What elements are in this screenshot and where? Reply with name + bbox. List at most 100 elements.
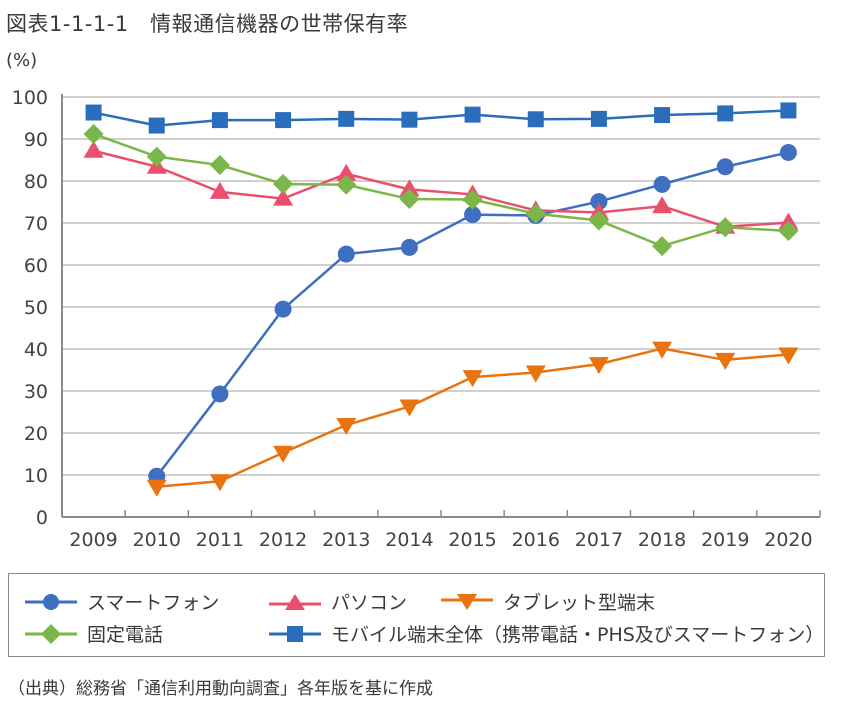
legend-item-tablet: タブレット型端末 bbox=[439, 588, 655, 615]
x-tick-label: 2010 bbox=[133, 529, 181, 551]
series-line bbox=[93, 132, 789, 248]
data-point bbox=[588, 210, 609, 231]
data-point bbox=[653, 175, 671, 193]
data-point bbox=[209, 155, 230, 176]
data-point bbox=[715, 217, 736, 238]
data-point bbox=[525, 203, 546, 224]
series-line bbox=[93, 149, 789, 229]
series-4 bbox=[85, 102, 797, 134]
legend-label: 固定電話 bbox=[87, 624, 164, 646]
data-point bbox=[336, 418, 357, 436]
x-tick-label: 2009 bbox=[69, 529, 117, 551]
y-tick-label: 50 bbox=[24, 297, 48, 319]
legend-label: モバイル端末全体（携帯電話・PHS及びスマートフォン） bbox=[331, 624, 825, 646]
data-point bbox=[275, 112, 292, 129]
x-tick-label: 2011 bbox=[196, 529, 244, 551]
data-point bbox=[652, 341, 673, 359]
x-tick-label: 2018 bbox=[638, 529, 686, 551]
data-point bbox=[83, 140, 104, 158]
series-group bbox=[83, 102, 799, 497]
triangle-up-marker-icon bbox=[269, 593, 321, 610]
legend-label: タブレット型端末 bbox=[503, 592, 656, 614]
data-point bbox=[778, 220, 799, 241]
data-point bbox=[462, 189, 483, 210]
series-2 bbox=[146, 341, 799, 497]
figure-title: 図表1-1-1-1 情報通信機器の世帯保有率 bbox=[6, 12, 409, 36]
data-point bbox=[525, 365, 546, 383]
data-point bbox=[337, 245, 355, 263]
legend-item-mobile-total: モバイル端末全体（携帯電話・PHS及びスマートフォン） bbox=[267, 620, 824, 647]
y-tick-label: 20 bbox=[24, 423, 48, 445]
data-point bbox=[527, 111, 544, 128]
data-point bbox=[400, 238, 418, 256]
y-tick-label: 30 bbox=[24, 381, 48, 403]
y-tick-label: 0 bbox=[36, 507, 48, 529]
data-point bbox=[209, 474, 230, 492]
circle-marker-icon bbox=[25, 593, 77, 610]
x-tick-label: 2017 bbox=[575, 529, 623, 551]
data-point bbox=[273, 173, 294, 194]
data-point bbox=[399, 399, 420, 417]
legend: スマートフォン パソコン タブレット型端末 固定電話 モバイル端末全体（携帯電話… bbox=[8, 573, 825, 657]
square-marker-icon bbox=[269, 625, 321, 642]
data-point bbox=[273, 445, 294, 463]
series-line bbox=[93, 109, 789, 127]
series-0 bbox=[148, 143, 797, 485]
x-tick-label: 2013 bbox=[322, 529, 370, 551]
source-note: （出典）総務省「通信利用動向調査」各年版を基に作成 bbox=[8, 679, 433, 699]
data-point bbox=[652, 236, 673, 257]
series-1 bbox=[83, 140, 799, 234]
data-point bbox=[85, 104, 102, 121]
legend-item-fixed-phone: 固定電話 bbox=[23, 620, 163, 647]
data-point bbox=[399, 189, 420, 210]
data-point bbox=[464, 206, 482, 224]
triangle-down-marker-icon bbox=[441, 593, 493, 610]
data-point bbox=[652, 196, 673, 214]
data-point bbox=[590, 110, 607, 127]
data-point bbox=[717, 105, 734, 122]
data-point bbox=[338, 110, 355, 127]
data-point bbox=[399, 179, 420, 197]
y-tick-label: 70 bbox=[24, 213, 48, 235]
data-point bbox=[209, 181, 230, 199]
data-point bbox=[654, 107, 671, 124]
x-tick-label: 2016 bbox=[512, 529, 560, 551]
data-point bbox=[146, 479, 167, 497]
data-point bbox=[211, 112, 228, 129]
x-tick-label: 2020 bbox=[764, 529, 812, 551]
x-axis-ticks: 2009 2010 2011 2012 2013 2014 2015 2016 2017 2018… bbox=[69, 510, 821, 551]
data-point bbox=[83, 123, 104, 144]
y-tick-label: 80 bbox=[24, 171, 48, 193]
data-point bbox=[336, 163, 357, 181]
data-point bbox=[715, 352, 736, 370]
y-axis-unit-label: (%) bbox=[6, 50, 38, 71]
data-point bbox=[778, 347, 799, 365]
series-line bbox=[156, 347, 789, 489]
data-point bbox=[401, 111, 418, 128]
y-tick-label: 90 bbox=[24, 129, 48, 151]
y-tick-label: 10 bbox=[24, 465, 48, 487]
series-3 bbox=[83, 123, 799, 257]
data-point bbox=[146, 146, 167, 167]
data-point bbox=[211, 385, 229, 403]
x-tick-label: 2014 bbox=[385, 529, 433, 551]
data-point bbox=[464, 106, 481, 123]
x-tick-label: 2015 bbox=[448, 529, 496, 551]
x-tick-label: 2019 bbox=[701, 529, 749, 551]
legend-item-smartphone: スマートフォン bbox=[23, 588, 219, 615]
data-point bbox=[590, 193, 608, 211]
y-tick-label: 40 bbox=[24, 339, 48, 361]
data-point bbox=[273, 188, 294, 206]
y-tick-label: 60 bbox=[24, 255, 48, 277]
diamond-marker-icon bbox=[25, 623, 77, 644]
data-point bbox=[148, 117, 165, 134]
data-point bbox=[274, 300, 292, 318]
y-axis-ticks: 0 10 20 30 40 50 60 70 80 90 100 bbox=[12, 87, 48, 529]
legend-label: パソコン bbox=[331, 592, 408, 614]
data-point bbox=[462, 370, 483, 388]
gridlines bbox=[62, 96, 820, 476]
data-point bbox=[780, 102, 797, 119]
data-point bbox=[779, 143, 797, 161]
y-tick-label: 100 bbox=[12, 87, 48, 109]
